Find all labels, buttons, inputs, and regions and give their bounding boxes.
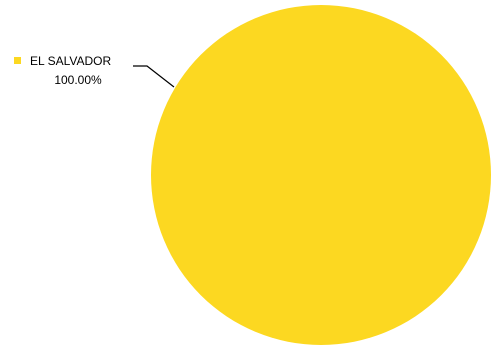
data-label-marker-0 xyxy=(14,57,21,64)
data-label-category-0: EL SALVADOR xyxy=(30,54,111,68)
pie-slice-0 xyxy=(151,5,491,345)
leader-line-0 xyxy=(133,65,175,88)
pie-slices xyxy=(151,5,491,345)
data-label-value-0: 100.00% xyxy=(54,73,102,87)
pie-data-labels: EL SALVADOR 100.00% xyxy=(14,54,175,88)
